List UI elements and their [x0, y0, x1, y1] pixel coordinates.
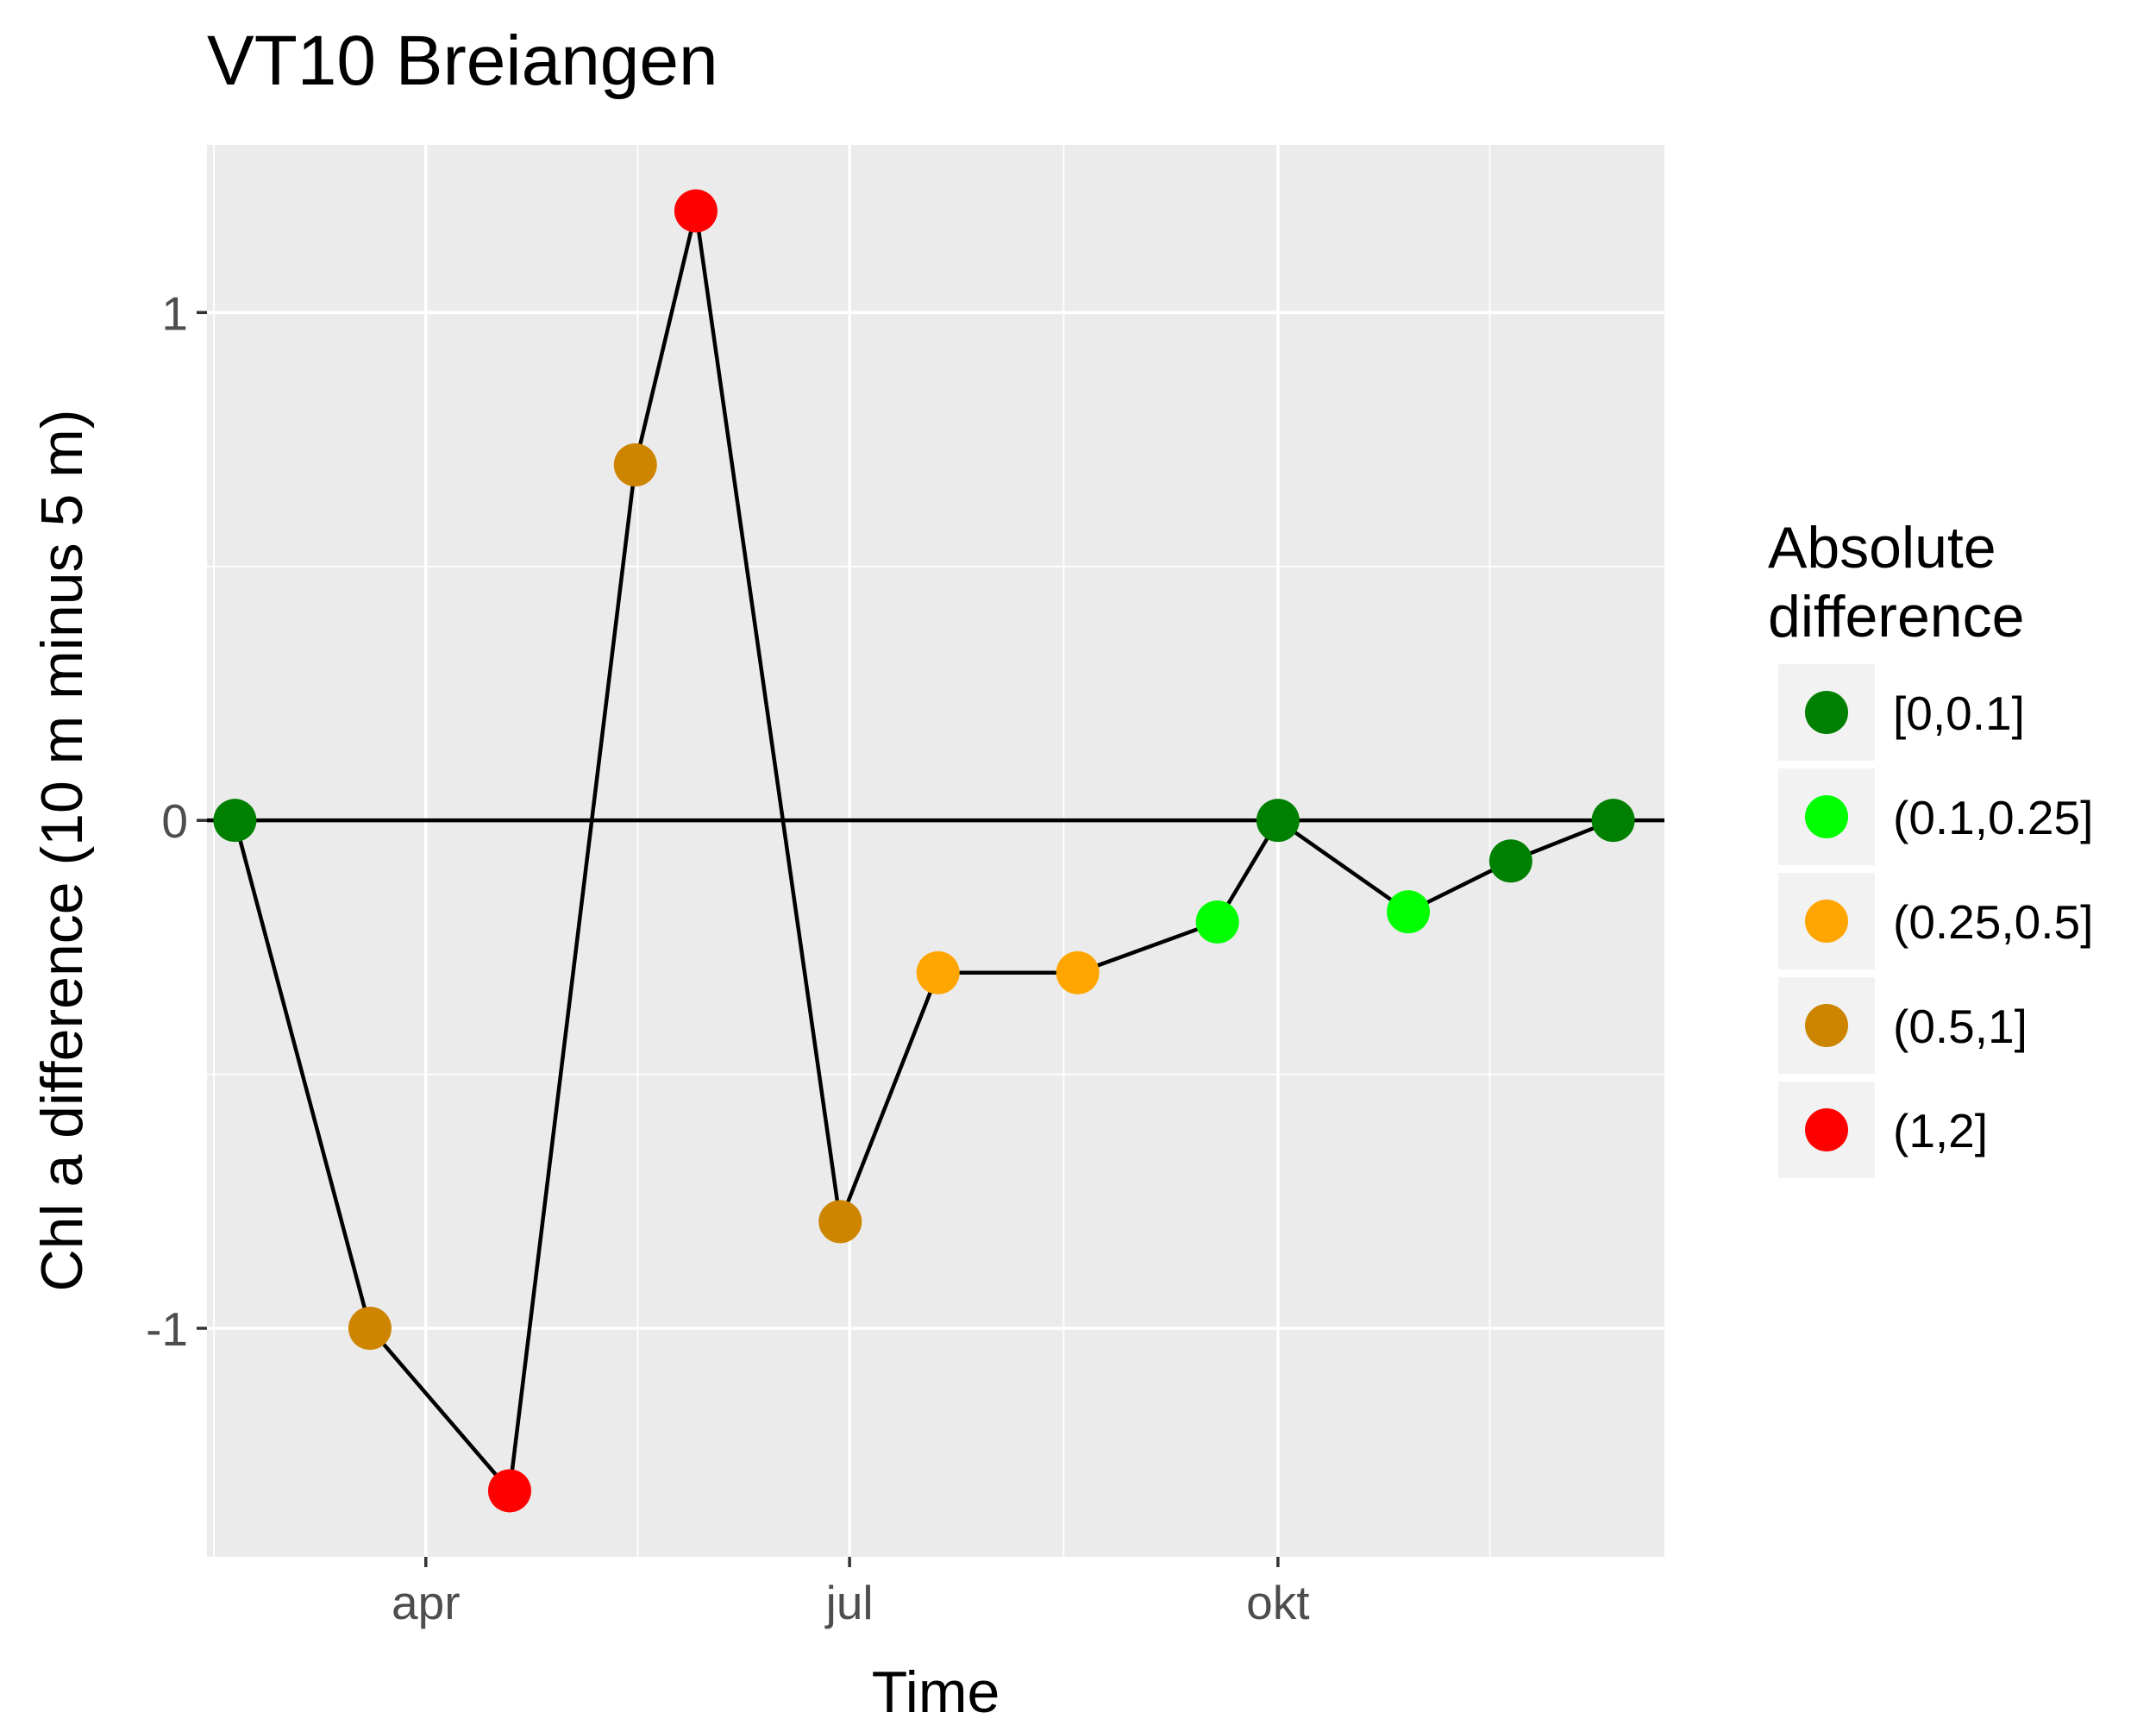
- legend-title-line-1: Absolute: [1768, 515, 1996, 580]
- data-point: [213, 799, 257, 843]
- data-points: [213, 189, 1635, 1513]
- chart-title: VT10 Breiangen: [207, 22, 718, 100]
- y-tick-label: 0: [161, 794, 188, 848]
- data-point: [348, 1307, 392, 1351]
- x-tick-label: jul: [824, 1576, 874, 1629]
- legend-item: (1,2]: [1778, 1082, 1988, 1178]
- data-point: [1591, 799, 1635, 843]
- data-point: [818, 1200, 862, 1244]
- y-axis-label: Chl a difference (10 m minus 5 m): [29, 410, 95, 1292]
- data-point: [1195, 900, 1239, 944]
- legend-label: (0.25,0.5]: [1893, 895, 2093, 949]
- x-axis-label: Time: [872, 1659, 1000, 1725]
- x-tick-label: okt: [1246, 1576, 1309, 1629]
- x-axis: apr jul okt: [392, 1557, 1310, 1629]
- legend-swatch: [1805, 1004, 1848, 1047]
- legend-swatch: [1805, 1108, 1848, 1151]
- legend-item: (0.5,1]: [1778, 977, 2028, 1074]
- data-point: [1256, 799, 1300, 843]
- legend-swatch: [1805, 691, 1848, 734]
- data-point: [1387, 890, 1431, 934]
- data-point: [487, 1469, 531, 1513]
- y-tick-label: 1: [161, 286, 188, 340]
- data-point: [613, 442, 657, 486]
- legend: Absolute difference [0,0.1] (0.1,0.25] (0.…: [1768, 515, 2093, 1178]
- data-point: [1056, 950, 1100, 994]
- legend-swatch: [1805, 795, 1848, 838]
- data-point: [1489, 839, 1532, 883]
- legend-label: [0,0.1]: [1893, 687, 2025, 740]
- y-axis: -1 0 1: [146, 286, 207, 1356]
- legend-title-line-2: difference: [1768, 584, 2024, 649]
- plot-panel: [207, 145, 1664, 1557]
- data-point: [674, 189, 718, 233]
- y-tick-label: -1: [146, 1302, 188, 1356]
- legend-item: (0.1,0.25]: [1778, 768, 2093, 865]
- legend-label: (1,2]: [1893, 1104, 1988, 1157]
- legend-item: [0,0.1]: [1778, 664, 2025, 761]
- legend-label: (0.5,1]: [1893, 1000, 2028, 1053]
- legend-swatch: [1805, 900, 1848, 943]
- legend-label: (0.1,0.25]: [1893, 791, 2093, 844]
- legend-items: [0,0.1] (0.1,0.25] (0.25,0.5] (0.5,1] (1,2]: [1778, 664, 2093, 1178]
- data-point: [916, 950, 960, 994]
- legend-item: (0.25,0.5]: [1778, 873, 2093, 969]
- x-tick-label: apr: [392, 1576, 461, 1629]
- grid-minor: [207, 145, 1664, 1557]
